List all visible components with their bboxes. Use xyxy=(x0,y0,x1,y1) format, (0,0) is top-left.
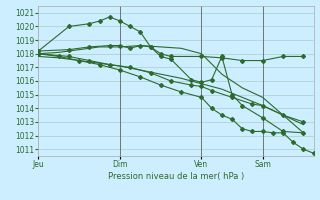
X-axis label: Pression niveau de la mer( hPa ): Pression niveau de la mer( hPa ) xyxy=(108,172,244,181)
